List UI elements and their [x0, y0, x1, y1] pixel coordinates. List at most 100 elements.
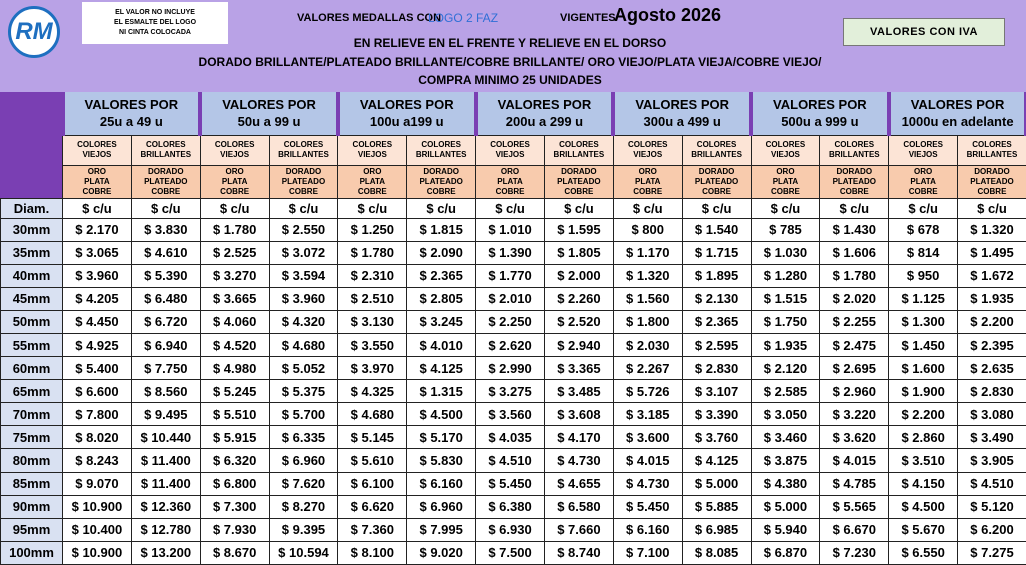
price: $ 1.170 [612, 240, 683, 265]
price: $ 4.015 [612, 448, 683, 473]
sub-header: COLORES BRILLANTES [819, 134, 890, 166]
price: $ 3.875 [750, 448, 821, 473]
diameter: 30mm [0, 217, 63, 242]
notice-line: EL ESMALTE DEL LOGO [113, 19, 197, 26]
price: $ 3.550 [337, 332, 408, 358]
group-title: VALORES POR [635, 97, 729, 113]
price: $ 3.760 [681, 425, 752, 450]
price: $ 4.730 [543, 448, 614, 473]
group-range: 1000u en adelante [901, 114, 1014, 130]
price: $ 3.490 [957, 425, 1026, 450]
price: $ 1.750 [750, 309, 821, 334]
subtitle-line: EN RELIEVE EN EL FRENTE Y RELIEVE EN EL … [353, 36, 667, 50]
group-title: VALORES POR [910, 97, 1005, 113]
price: $ 5.390 [130, 263, 201, 288]
price: $ 1.780 [199, 217, 270, 242]
sub-header-text: COLORES VIEJOS [627, 140, 668, 159]
price: $ 3.600 [612, 425, 683, 450]
price-row: 90mm $ 10.900 $ 12.360 $ 7.300 $ 8.270 $ 6.62… [0, 494, 1026, 519]
unit-header: $ c/u [957, 197, 1026, 219]
sub-header-text: ORO PLATA COBRE [908, 166, 938, 196]
price: $ 3.270 [199, 263, 270, 288]
price: $ 5.052 [268, 356, 339, 381]
subtitle-line: COMPRA MINIMO 25 UNIDADES [418, 73, 602, 87]
price: $ 1.715 [681, 240, 752, 265]
unit-header: $ c/u [543, 197, 614, 219]
price: $ 5.510 [199, 402, 270, 427]
price-row: 80mm $ 8.243 $ 11.400 $ 6.320 $ 6.960 $ 5.610… [0, 448, 1026, 473]
sub-header: ORO PLATA COBRE [888, 164, 959, 199]
sub-header: COLORES BRILLANTES [957, 134, 1026, 166]
price: $ 3.960 [268, 286, 339, 311]
price: $ 1.320 [957, 217, 1026, 242]
sub-header: COLORES VIEJOS [337, 134, 408, 166]
header-period: Agosto 2026 [614, 5, 722, 25]
price: $ 12.360 [130, 494, 201, 519]
price: $ 10.440 [130, 425, 201, 450]
price: $ 1.495 [957, 240, 1026, 265]
group-range: 25u a 49 u [99, 114, 163, 130]
notice: EL VALOR NO INCLUYE EL ESMALTE DEL LOGO … [82, 2, 228, 44]
sub-header-text: DORADO PLATEADO COBRE [144, 166, 188, 196]
price: $ 2.695 [819, 356, 890, 381]
sub-header: DORADO PLATEADO COBRE [681, 164, 752, 199]
sub-header-text: DORADO PLATEADO COBRE [970, 166, 1014, 196]
price: $ 3.065 [62, 240, 132, 265]
header-valid: VIGENTES [560, 12, 616, 24]
group-header: VALORES POR 500u a 999 u [749, 92, 891, 136]
price: $ 3.970 [337, 356, 408, 381]
price: $ 4.680 [337, 402, 408, 427]
sub-header-row: COLORES VIEJOS COLORES BRILLANTES COLORES … [1, 134, 1026, 166]
sub-header-text: DORADO PLATEADO COBRE [281, 166, 326, 196]
price: $ 6.870 [750, 540, 821, 565]
price-row: 95mm $ 10.400 $ 12.780 $ 7.930 $ 9.395 $ 7.36… [0, 517, 1026, 542]
price: $ 5.726 [612, 379, 683, 404]
sub-header-text: COLORES VIEJOS [765, 140, 806, 159]
price: $ 6.940 [130, 332, 201, 358]
price: $ 6.160 [612, 517, 683, 542]
sub-header: ORO PLATA COBRE [750, 164, 821, 199]
price: $ 4.655 [543, 471, 614, 496]
price: $ 8.670 [199, 540, 270, 565]
price: $ 2.990 [475, 356, 545, 381]
price: $ 7.100 [612, 540, 683, 565]
price: $ 800 [612, 217, 683, 242]
unit-header: $ c/u [819, 197, 890, 219]
price: $ 5.450 [612, 494, 683, 519]
price: $ 3.390 [681, 402, 752, 427]
group-range: 50u a 99 u [237, 114, 301, 130]
price: $ 1.780 [819, 263, 890, 288]
sub-header: COLORES BRILLANTES [130, 134, 201, 166]
price: $ 3.485 [543, 379, 614, 404]
price: $ 5.940 [750, 517, 821, 542]
price-row: 70mm $ 7.800 $ 9.495 $ 5.510 $ 5.700 $ 4.680 $… [0, 402, 1026, 427]
price: $ 1.600 [888, 356, 959, 381]
price: $ 4.680 [268, 332, 339, 358]
price: $ 3.594 [268, 263, 339, 288]
price: $ 1.030 [750, 240, 821, 265]
sub-header-text: COLORES VIEJOS [214, 140, 255, 159]
sub-header-text: COLORES VIEJOS [490, 140, 530, 159]
price-row: 55mm $ 4.925 $ 6.940 $ 4.520 $ 4.680 $ 3.550 $… [0, 332, 1026, 358]
price: $ 2.170 [62, 217, 132, 242]
price: $ 1.125 [888, 286, 959, 311]
unit-header: $ c/u [406, 197, 477, 219]
price: $ 2.260 [543, 286, 614, 311]
price: $ 3.080 [957, 402, 1026, 427]
price: $ 7.800 [62, 402, 132, 427]
price: $ 6.160 [406, 471, 477, 496]
price: $ 6.600 [62, 379, 132, 404]
price: $ 1.800 [612, 309, 683, 334]
sub-header: COLORES VIEJOS [475, 134, 545, 166]
sub-header: COLORES BRILLANTES [543, 134, 614, 166]
unit-header: $ c/u [62, 197, 132, 219]
price: $ 6.620 [337, 494, 408, 519]
price: $ 4.015 [819, 448, 890, 473]
price: $ 1.935 [750, 332, 821, 358]
price: $ 10.594 [268, 540, 339, 565]
price: $ 2.805 [406, 286, 477, 311]
price-row: 35mm $ 3.065 $ 4.610 $ 2.525 $ 3.072 $ 1.780 $… [0, 240, 1026, 265]
sub-header: COLORES BRILLANTES [268, 134, 339, 166]
price: $ 2.620 [475, 332, 545, 358]
